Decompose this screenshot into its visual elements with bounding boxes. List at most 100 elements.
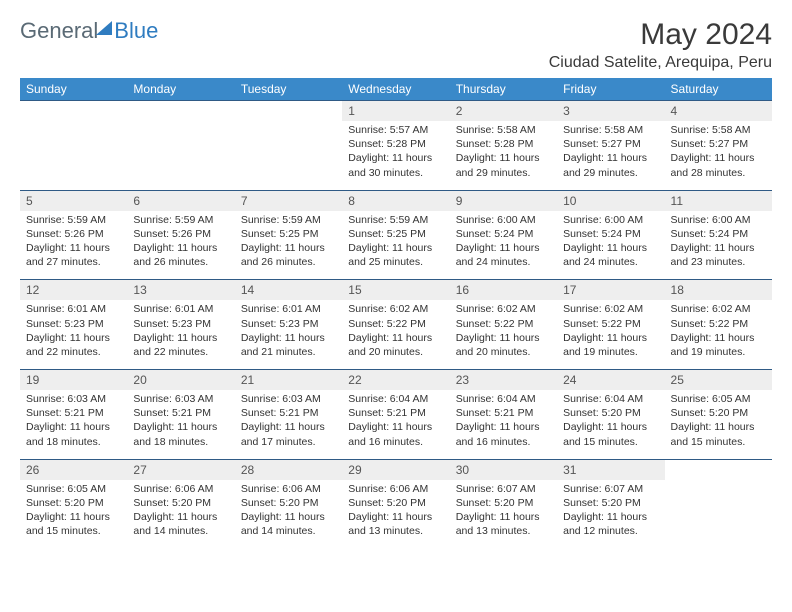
- day-number: 13: [127, 280, 234, 301]
- day-cell-line: Sunrise: 6:01 AM: [133, 302, 228, 316]
- day-cell-line: Sunset: 5:24 PM: [671, 227, 766, 241]
- dayhead-tuesday: Tuesday: [235, 78, 342, 101]
- day-cell-line: Daylight: 11 hours and 22 minutes.: [26, 331, 121, 359]
- day-cell-line: Sunset: 5:20 PM: [671, 406, 766, 420]
- day-cell-line: Sunset: 5:27 PM: [671, 137, 766, 151]
- day-cell: Sunrise: 6:05 AMSunset: 5:20 PMDaylight:…: [665, 390, 772, 459]
- day-cell-line: Sunset: 5:23 PM: [241, 317, 336, 331]
- day-number: 5: [20, 190, 127, 211]
- day-number: 12: [20, 280, 127, 301]
- location: Ciudad Satelite, Arequipa, Peru: [549, 54, 772, 72]
- day-cell-line: Sunset: 5:21 PM: [348, 406, 443, 420]
- day-cell: Sunrise: 6:04 AMSunset: 5:20 PMDaylight:…: [557, 390, 664, 459]
- day-cell: Sunrise: 6:00 AMSunset: 5:24 PMDaylight:…: [557, 211, 664, 280]
- day-cell-line: Daylight: 11 hours and 24 minutes.: [456, 241, 551, 269]
- day-cell-line: Sunrise: 6:04 AM: [456, 392, 551, 406]
- day-cell-line: Sunset: 5:27 PM: [563, 137, 658, 151]
- day-cell-line: Daylight: 11 hours and 23 minutes.: [671, 241, 766, 269]
- day-cell-line: Sunset: 5:20 PM: [26, 496, 121, 510]
- day-cell-line: Sunrise: 6:03 AM: [133, 392, 228, 406]
- day-number: 21: [235, 370, 342, 391]
- day-cell: Sunrise: 5:58 AMSunset: 5:27 PMDaylight:…: [665, 121, 772, 190]
- dayhead-thursday: Thursday: [450, 78, 557, 101]
- day-cell: Sunrise: 6:05 AMSunset: 5:20 PMDaylight:…: [20, 480, 127, 549]
- day-cell: Sunrise: 5:59 AMSunset: 5:26 PMDaylight:…: [127, 211, 234, 280]
- day-cell: Sunrise: 6:02 AMSunset: 5:22 PMDaylight:…: [557, 300, 664, 369]
- day-cell: Sunrise: 6:01 AMSunset: 5:23 PMDaylight:…: [235, 300, 342, 369]
- day-cell: Sunrise: 5:57 AMSunset: 5:28 PMDaylight:…: [342, 121, 449, 190]
- day-cell: [665, 480, 772, 549]
- day-cell-line: Daylight: 11 hours and 27 minutes.: [26, 241, 121, 269]
- day-cell-line: Daylight: 11 hours and 30 minutes.: [348, 151, 443, 179]
- day-cell: Sunrise: 6:06 AMSunset: 5:20 PMDaylight:…: [127, 480, 234, 549]
- day-number: 17: [557, 280, 664, 301]
- day-number: 16: [450, 280, 557, 301]
- day-cell-line: Sunset: 5:20 PM: [456, 496, 551, 510]
- day-cell-line: Daylight: 11 hours and 14 minutes.: [241, 510, 336, 538]
- day-cell: Sunrise: 6:04 AMSunset: 5:21 PMDaylight:…: [450, 390, 557, 459]
- day-cell: Sunrise: 5:58 AMSunset: 5:27 PMDaylight:…: [557, 121, 664, 190]
- dayhead-saturday: Saturday: [665, 78, 772, 101]
- day-cell-line: Daylight: 11 hours and 17 minutes.: [241, 420, 336, 448]
- logo-text-general: General: [20, 18, 98, 44]
- day-cell-line: Sunrise: 6:04 AM: [348, 392, 443, 406]
- day-cell-line: Sunrise: 6:02 AM: [563, 302, 658, 316]
- month-title: May 2024: [549, 18, 772, 52]
- day-cell-line: Sunrise: 6:02 AM: [671, 302, 766, 316]
- day-number: 25: [665, 370, 772, 391]
- day-number: 29: [342, 459, 449, 480]
- day-cell-line: Sunset: 5:28 PM: [348, 137, 443, 151]
- day-number: [127, 101, 234, 122]
- day-cell-line: Sunrise: 6:04 AM: [563, 392, 658, 406]
- day-cell: Sunrise: 6:01 AMSunset: 5:23 PMDaylight:…: [20, 300, 127, 369]
- day-number: [665, 459, 772, 480]
- day-number: 10: [557, 190, 664, 211]
- title-block: May 2024 Ciudad Satelite, Arequipa, Peru: [549, 18, 772, 72]
- day-number: [20, 101, 127, 122]
- day-cell-line: Daylight: 11 hours and 22 minutes.: [133, 331, 228, 359]
- day-cell-line: Sunrise: 6:01 AM: [241, 302, 336, 316]
- day-cell: Sunrise: 6:03 AMSunset: 5:21 PMDaylight:…: [127, 390, 234, 459]
- day-cell-line: Sunset: 5:28 PM: [456, 137, 551, 151]
- daynum-row: 12131415161718: [20, 280, 772, 301]
- daynum-row: 567891011: [20, 190, 772, 211]
- day-number: 9: [450, 190, 557, 211]
- day-cell-line: Sunrise: 5:59 AM: [241, 213, 336, 227]
- day-number: 1: [342, 101, 449, 122]
- day-cell: Sunrise: 5:59 AMSunset: 5:25 PMDaylight:…: [235, 211, 342, 280]
- day-cell-line: Daylight: 11 hours and 15 minutes.: [26, 510, 121, 538]
- day-number: 8: [342, 190, 449, 211]
- day-number: 15: [342, 280, 449, 301]
- day-number: 23: [450, 370, 557, 391]
- day-cell-line: Sunrise: 5:58 AM: [563, 123, 658, 137]
- day-cell: Sunrise: 6:00 AMSunset: 5:24 PMDaylight:…: [450, 211, 557, 280]
- day-cell-line: Sunset: 5:20 PM: [563, 406, 658, 420]
- day-cell-line: Sunset: 5:20 PM: [348, 496, 443, 510]
- day-cell: Sunrise: 5:59 AMSunset: 5:26 PMDaylight:…: [20, 211, 127, 280]
- day-cell-line: Daylight: 11 hours and 19 minutes.: [671, 331, 766, 359]
- day-cell-line: Sunset: 5:25 PM: [348, 227, 443, 241]
- day-cell-line: Daylight: 11 hours and 20 minutes.: [348, 331, 443, 359]
- day-number: 26: [20, 459, 127, 480]
- dayhead-sunday: Sunday: [20, 78, 127, 101]
- daynum-row: 1234: [20, 101, 772, 122]
- day-cell-line: Sunrise: 6:02 AM: [456, 302, 551, 316]
- day-header-row: Sunday Monday Tuesday Wednesday Thursday…: [20, 78, 772, 101]
- day-cell-line: Daylight: 11 hours and 13 minutes.: [348, 510, 443, 538]
- day-cell: Sunrise: 6:06 AMSunset: 5:20 PMDaylight:…: [342, 480, 449, 549]
- day-number: 18: [665, 280, 772, 301]
- day-cell-line: Sunrise: 6:00 AM: [563, 213, 658, 227]
- day-cell-line: Sunset: 5:20 PM: [563, 496, 658, 510]
- day-cell-line: Sunset: 5:25 PM: [241, 227, 336, 241]
- day-cell-line: Daylight: 11 hours and 15 minutes.: [671, 420, 766, 448]
- day-cell: Sunrise: 6:03 AMSunset: 5:21 PMDaylight:…: [235, 390, 342, 459]
- day-cell-line: Daylight: 11 hours and 29 minutes.: [563, 151, 658, 179]
- day-cell: Sunrise: 6:02 AMSunset: 5:22 PMDaylight:…: [342, 300, 449, 369]
- day-cell-line: Daylight: 11 hours and 26 minutes.: [133, 241, 228, 269]
- day-cell-line: Sunset: 5:20 PM: [133, 496, 228, 510]
- daynum-row: 19202122232425: [20, 370, 772, 391]
- day-cell-line: Sunrise: 6:01 AM: [26, 302, 121, 316]
- dayhead-monday: Monday: [127, 78, 234, 101]
- content-row: Sunrise: 5:59 AMSunset: 5:26 PMDaylight:…: [20, 211, 772, 280]
- day-number: 4: [665, 101, 772, 122]
